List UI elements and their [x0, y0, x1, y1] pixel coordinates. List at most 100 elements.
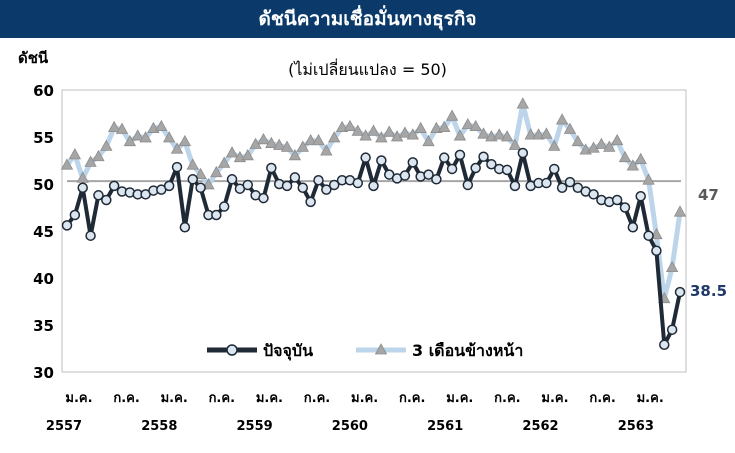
series-3month-point [178, 134, 192, 147]
series-current-point [509, 180, 521, 192]
y-tick-label: 60 [33, 82, 54, 100]
x-month-label: ก.ค. [494, 391, 520, 406]
series-3month-point [115, 122, 129, 134]
plot-area-border [61, 89, 687, 373]
end-label-3month: 47 [698, 186, 719, 204]
series-current-point [289, 172, 301, 183]
series-3month-point [162, 131, 176, 143]
series-3month-point [634, 152, 647, 164]
series-3month-point [618, 150, 632, 163]
y-tick-label: 45 [33, 223, 54, 241]
series-current-point [501, 164, 513, 176]
series-3month-point [642, 173, 655, 185]
series-current-point [635, 190, 646, 202]
series-current-point [549, 163, 560, 175]
chart-subtitle: (ไม่เปลี่ยนแปลง = 50) [288, 60, 447, 79]
series-3month-point [155, 119, 168, 132]
series-3month-point [320, 144, 333, 156]
series-3month-point [304, 133, 317, 146]
series-current-point [399, 170, 411, 181]
series-3month-point [532, 128, 545, 140]
series-current-point [226, 174, 238, 185]
series-current-point [313, 174, 324, 186]
series-3month-point [563, 122, 577, 134]
series-3month-point [438, 120, 451, 133]
series-current-point [69, 209, 81, 221]
series-current-point [470, 162, 481, 174]
series-3month-point [123, 134, 137, 147]
series-current-point [266, 162, 277, 174]
series-3month-point [257, 132, 270, 145]
y-tick-label: 50 [33, 176, 54, 194]
series-3month-point [131, 129, 144, 141]
series-current-point [376, 155, 387, 166]
series-3month-point [453, 129, 467, 141]
series-3month-point [265, 136, 278, 148]
series-3month-point [540, 127, 553, 139]
series-current-point [478, 151, 489, 162]
series-current-point [360, 152, 371, 163]
x-year-label: 2562 [522, 419, 558, 434]
series-current-point [211, 209, 222, 221]
series-3month-point [375, 131, 388, 143]
y-tick-label: 55 [33, 129, 54, 147]
x-year-label: 2557 [46, 419, 82, 434]
x-year-label: 2560 [332, 419, 368, 434]
x-month-label: ม.ค. [256, 391, 283, 406]
legend-3month-label: 3 เดือนข้างหน้า [412, 341, 523, 360]
series-3month-point [343, 119, 357, 132]
series-current-point [407, 157, 419, 168]
series-3month-point [100, 139, 113, 151]
series-3month-point [665, 260, 679, 273]
series-3month-point [312, 133, 325, 146]
x-month-label: ม.ค. [541, 391, 568, 406]
series-3month-point [445, 109, 459, 121]
x-year-label: 2559 [237, 419, 273, 434]
series-3month-point [273, 138, 286, 150]
series-current-point [108, 180, 120, 192]
series-current-point [171, 161, 183, 173]
series-3month-point [367, 124, 380, 136]
series-3month-point [673, 205, 687, 217]
series-current-point [368, 180, 379, 192]
x-month-label: ก.ค. [589, 391, 615, 406]
x-month-label: ม.ค. [637, 391, 664, 406]
series-3month-point [422, 134, 435, 147]
series-current-point [423, 169, 434, 180]
chart-title: ดัชนีความเชื่อมั่นทางธุรกิจ [0, 0, 735, 38]
series-current-point [281, 180, 293, 192]
series-3month-point [508, 138, 522, 150]
series-3month-point [571, 134, 585, 147]
series-3month-point [516, 97, 529, 109]
x-year-label: 2563 [618, 419, 654, 434]
series-current-point [643, 230, 654, 241]
series-current-point [187, 174, 198, 185]
x-month-label: ม.ค. [65, 391, 92, 406]
series-3month-point [461, 117, 474, 130]
series-3month-point [603, 140, 616, 152]
series-current-point [486, 159, 497, 170]
series-current-point [77, 182, 88, 194]
x-year-label: 2561 [427, 419, 463, 434]
series-3month-point [107, 120, 121, 133]
series-3month-point [493, 128, 506, 140]
series-current-point [627, 221, 639, 233]
series-3month-point [406, 128, 419, 140]
series-current-point [195, 182, 206, 194]
series-3month-point [351, 124, 364, 136]
series-current-point [93, 190, 104, 201]
series-current-point [517, 147, 529, 159]
series-current-point [438, 152, 450, 163]
series-3month-point [335, 120, 349, 133]
series-3month-point [288, 148, 302, 161]
series-3month-point [170, 142, 184, 154]
y-tick-label: 40 [33, 270, 54, 288]
series-3month-point [76, 171, 89, 183]
series-3month-point [477, 127, 490, 139]
series-current-point [258, 192, 269, 204]
legend-3month-marker [374, 343, 388, 355]
series-current-point [101, 194, 112, 206]
series-3month-point [68, 148, 82, 160]
series-current-point [564, 176, 576, 188]
